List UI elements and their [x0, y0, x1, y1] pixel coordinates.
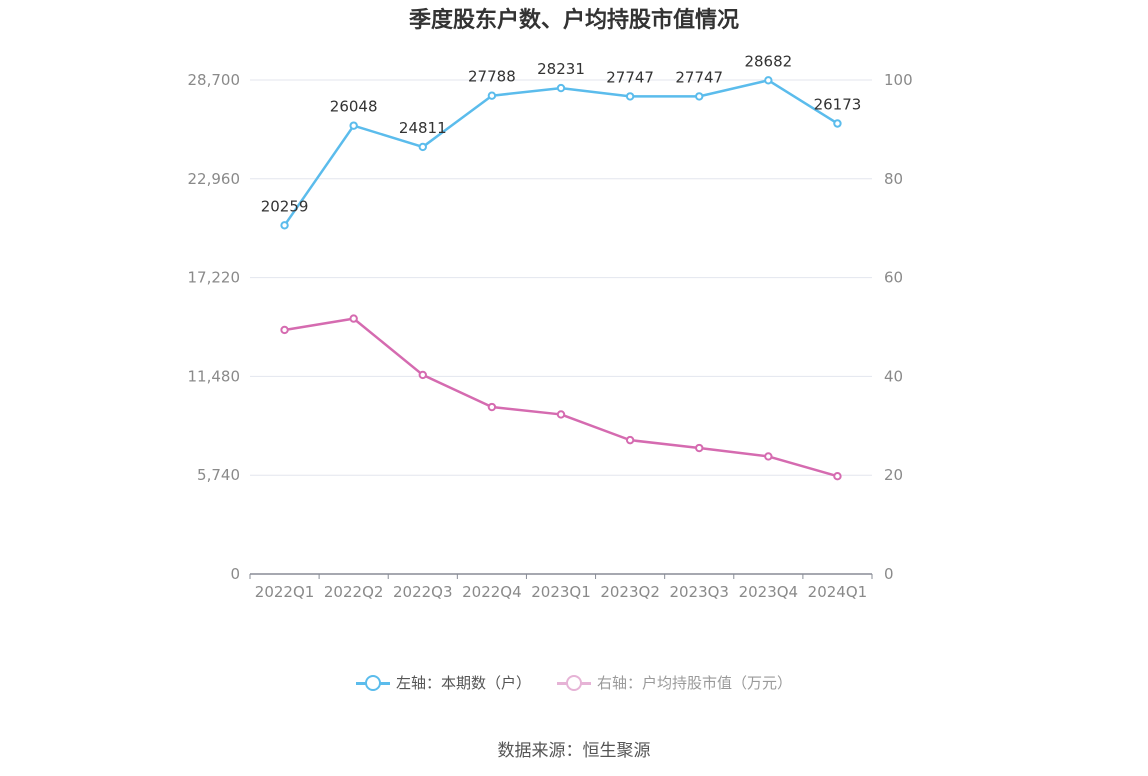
- x-tick-label: 2023Q3: [669, 583, 729, 601]
- data-point: [833, 471, 842, 481]
- series: [280, 76, 842, 481]
- data-point: [625, 92, 635, 101]
- grid-lines: [250, 79, 872, 476]
- data-point: [280, 325, 289, 335]
- data-label: 24811: [399, 119, 447, 137]
- y-right-tick-label: 20: [884, 466, 903, 484]
- data-point: [418, 142, 427, 152]
- data-point: [764, 452, 773, 461]
- data-labels: 20259 26048 24811 27788 28231 27747 27747 28682…: [261, 52, 862, 215]
- y-left-tick-label: 17,220: [188, 269, 241, 287]
- y-right-tick-label: 40: [884, 367, 903, 385]
- data-label: 26048: [330, 98, 378, 116]
- y-right-tick-label: 100: [884, 71, 913, 89]
- legend-item-right-series[interactable]: 右轴：户均持股市值（万元）: [557, 672, 792, 693]
- y-left-tick-label: 22,960: [188, 170, 241, 188]
- y-right-tick-label: 80: [884, 170, 903, 188]
- y-left-tick-label: 28,700: [188, 71, 241, 89]
- x-tick-label: 2023Q2: [600, 583, 660, 601]
- data-label: 28231: [537, 60, 585, 78]
- data-point: [695, 92, 704, 101]
- legend-marker-left-icon: [355, 674, 390, 691]
- data-label: 27788: [468, 68, 516, 86]
- data-point: [487, 402, 497, 412]
- legend-label-right: 右轴：户均持股市值（万元）: [597, 674, 793, 692]
- data-point: [625, 435, 635, 445]
- y-left-tick-label: 5,740: [197, 466, 240, 484]
- legend-marker-right-icon: [557, 674, 591, 691]
- x-tick-label: 2023Q1: [531, 583, 591, 601]
- y-right-tick-label: 60: [884, 269, 903, 287]
- data-label: 27747: [606, 68, 654, 86]
- y-left-tick-label: 0: [230, 565, 240, 583]
- y-left-tick-label: 11,480: [188, 367, 241, 385]
- y-right-tick-label: 0: [884, 565, 894, 583]
- data-label: 28682: [744, 52, 792, 70]
- data-point: [349, 314, 358, 323]
- x-tick-label: 2022Q4: [462, 583, 522, 601]
- chart-title: 季度股东户数、户均持股市值情况: [408, 8, 739, 33]
- data-point: [833, 119, 842, 128]
- data-point: [349, 121, 358, 130]
- axes: 0 0 5,740 20 11,480 40 17,220 60 22,960 80 28,700 1…: [188, 71, 913, 601]
- data-point: [764, 76, 773, 85]
- data-point: [280, 221, 289, 230]
- x-tick-label: 2023Q4: [739, 583, 799, 601]
- legend: 左轴：本期数（户） 右轴：户均持股市值（万元）: [0, 672, 1148, 693]
- data-label: 27747: [675, 68, 723, 86]
- data-source: 数据来源：恒生聚源: [497, 741, 651, 761]
- x-tick-label: 2022Q3: [393, 583, 453, 601]
- data-point: [418, 370, 427, 380]
- data-point: [556, 410, 566, 419]
- data-label: 26173: [814, 95, 862, 113]
- series-line-right: [284, 317, 838, 478]
- data-point: [556, 83, 566, 93]
- legend-item-left-series[interactable]: 左轴：本期数（户）: [355, 672, 531, 693]
- x-tick-label: 2022Q1: [255, 583, 315, 601]
- data-point: [487, 91, 497, 100]
- legend-label-left: 左轴：本期数（户）: [395, 674, 531, 692]
- data-point: [695, 443, 704, 453]
- x-tick-label: 2024Q1: [808, 583, 868, 601]
- x-tick-label: 2022Q2: [324, 583, 384, 601]
- data-label: 20259: [261, 197, 309, 215]
